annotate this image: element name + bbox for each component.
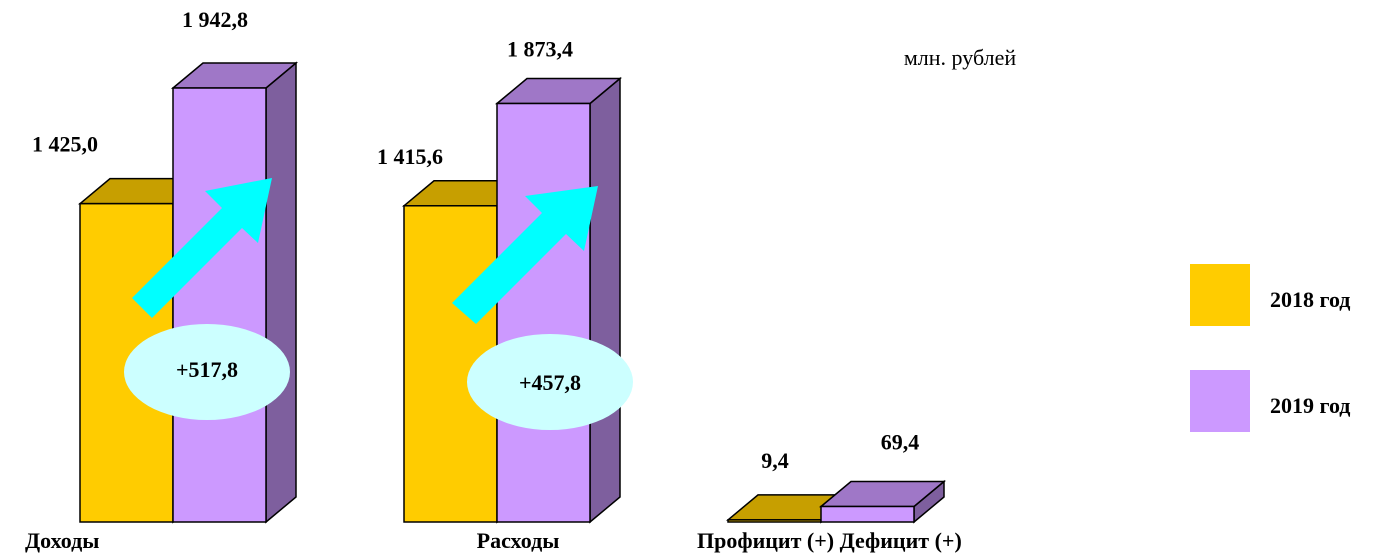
legend-label: 2018 год [1270,287,1350,312]
bar [170,61,299,524]
x-tick-label: Расходы [477,528,560,553]
arrow-shape [452,186,598,324]
legend: 2018 год 2019 год [1190,264,1350,432]
bar-front [820,505,915,523]
bar-front [496,102,591,523]
unit-note: млн. рублей [904,45,1016,70]
bar [494,76,623,524]
legend-swatch [1190,264,1250,326]
value-label: 1 873,4 [507,37,573,62]
arrow [132,178,598,324]
value-label: 1 425,0 [32,132,98,157]
bar-front [172,87,267,523]
legend-swatch [1190,370,1250,432]
bars [77,61,947,524]
value-label: 1 415,6 [377,144,443,169]
value-label: 9,4 [761,448,789,473]
arrow-shape [132,178,272,318]
x-tick-label: Профицит (+) Дефицит (+) [697,528,962,553]
legend-label: 2019 год [1270,393,1350,418]
annotation-bubble [124,324,290,420]
bar-front [727,519,822,523]
x-tick-label: Доходы [25,528,99,553]
bar-side [589,76,621,524]
annotation: +457,8 [519,370,581,395]
value-label: 69,4 [881,430,920,455]
bar [818,479,947,524]
annotation: +517,8 [176,357,238,382]
annotation-bubble [467,334,633,430]
bar-side [265,61,297,524]
value-label: 1 942,8 [182,7,248,32]
